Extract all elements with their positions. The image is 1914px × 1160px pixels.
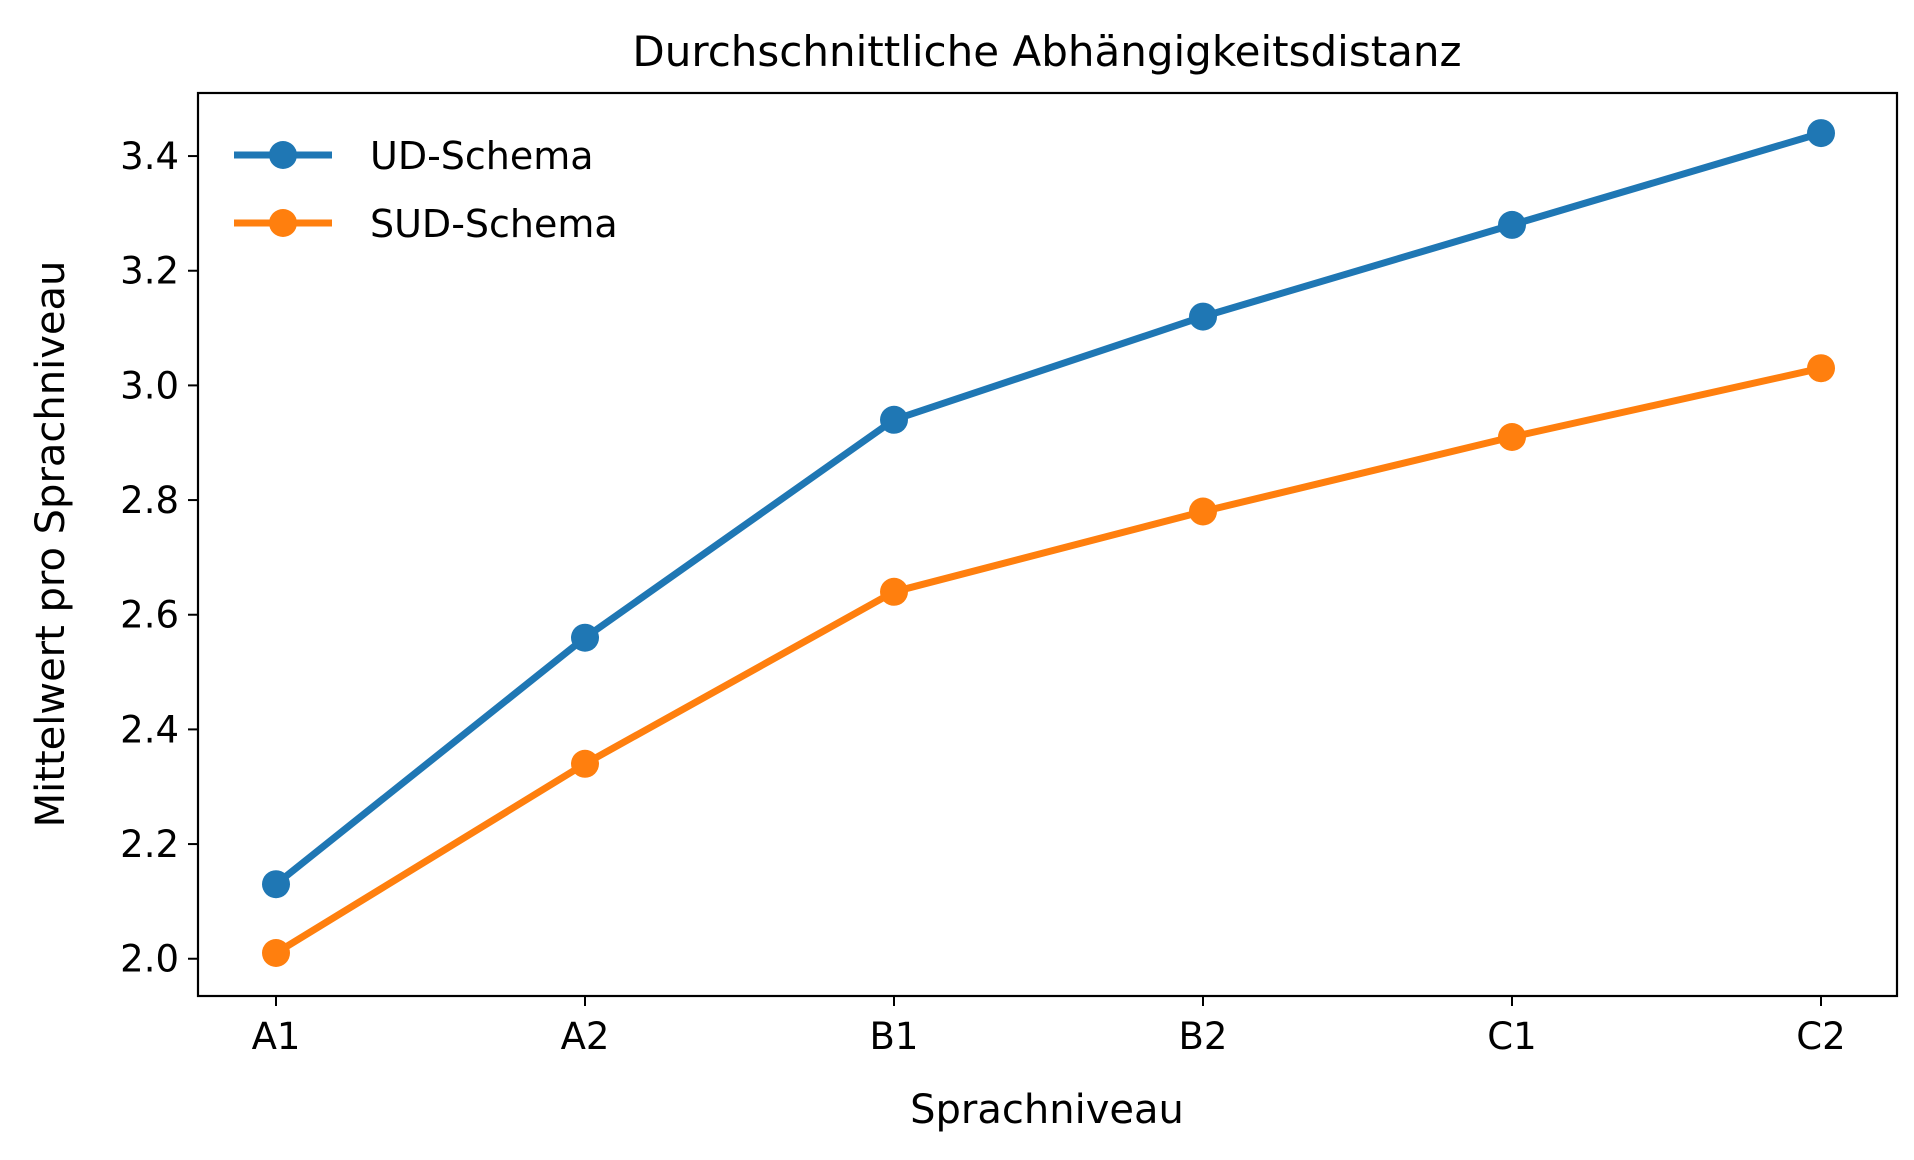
plot-area bbox=[262, 119, 1835, 967]
y-tick-label: 2.0 bbox=[120, 938, 179, 981]
x-tick-label: B2 bbox=[1179, 1015, 1228, 1058]
y-tick-label: 3.2 bbox=[120, 250, 179, 293]
series-line-ud bbox=[271, 128, 1826, 890]
legend-item-sud: SUD-Schema bbox=[234, 202, 618, 246]
x-tick-label: A1 bbox=[252, 1015, 301, 1058]
x-tick-label: A2 bbox=[561, 1015, 610, 1058]
x-tick-label: C1 bbox=[1487, 1015, 1536, 1058]
axis-ticks: A1 A2 B1 B2 C1 C2 2.0 2.2 2.4 2.6 2.8 3.0 3.2 3.4 bbox=[120, 135, 1846, 1058]
data-point-ud bbox=[1807, 119, 1835, 148]
y-axis-label: Mittelwert pro Sprachniveau bbox=[28, 261, 74, 828]
x-axis-label: Sprachniveau bbox=[910, 1087, 1184, 1133]
y-tick-label: 3.4 bbox=[120, 135, 179, 178]
plot-frame bbox=[196, 91, 1899, 998]
data-point-ud bbox=[571, 623, 599, 652]
data-point-ud bbox=[262, 870, 290, 899]
chart-title: Durchschnittliche Abhängigkeitsdistanz bbox=[632, 27, 1461, 76]
x-tick-label: C2 bbox=[1796, 1015, 1845, 1058]
data-point-sud bbox=[262, 939, 290, 967]
y-tick-label: 3.0 bbox=[120, 364, 179, 407]
data-point-sud bbox=[1498, 423, 1526, 451]
x-tick-label: B1 bbox=[870, 1015, 919, 1058]
y-tick-label: 2.4 bbox=[120, 708, 179, 751]
legend-marker-ud bbox=[269, 141, 297, 169]
legend-item-ud: UD-Schema bbox=[234, 134, 594, 178]
legend-marker-sud bbox=[269, 209, 297, 237]
data-point-sud bbox=[571, 749, 599, 778]
legend-label-ud: UD-Schema bbox=[370, 134, 594, 178]
data-point-sud bbox=[1807, 354, 1835, 383]
data-point-ud bbox=[880, 405, 908, 434]
data-point-ud bbox=[1498, 210, 1526, 239]
series-line-sud bbox=[271, 364, 1826, 958]
legend: UD-Schema SUD-Schema bbox=[234, 134, 618, 246]
data-point-sud bbox=[1189, 497, 1217, 526]
y-tick-label: 2.6 bbox=[120, 594, 179, 637]
data-point-ud bbox=[1189, 302, 1217, 331]
legend-label-sud: SUD-Schema bbox=[370, 202, 618, 246]
y-tick-label: 2.2 bbox=[120, 823, 179, 866]
data-point-sud bbox=[880, 577, 908, 606]
y-tick-label: 2.8 bbox=[120, 479, 179, 522]
